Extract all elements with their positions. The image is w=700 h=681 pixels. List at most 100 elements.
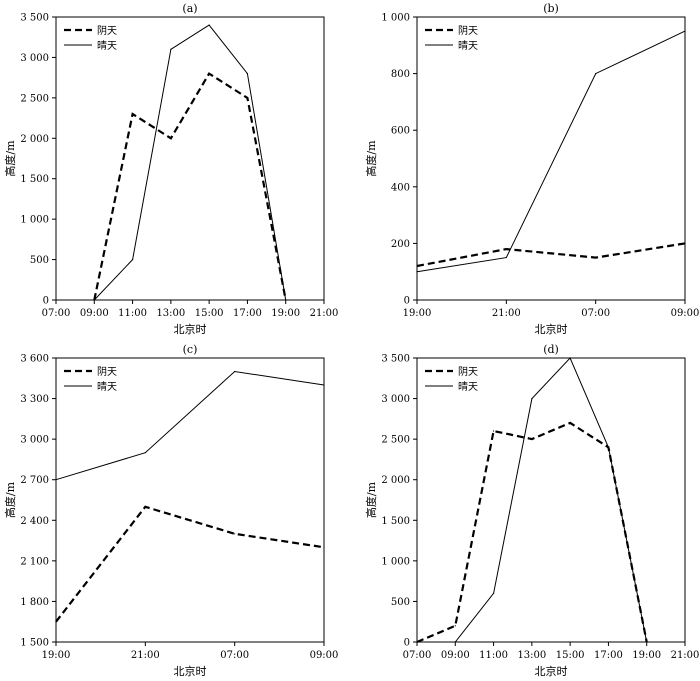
y-tick-label: 3 500 xyxy=(381,354,410,365)
data-point xyxy=(492,430,495,432)
y-tick-label: 1 000 xyxy=(20,215,49,226)
data-point xyxy=(234,370,236,373)
y-tick-label: 500 xyxy=(391,597,410,608)
y-tick-label: 2 400 xyxy=(20,516,49,527)
x-tick-label: 17:00 xyxy=(233,308,262,319)
y-tick-label: 0 xyxy=(404,296,410,307)
data-point xyxy=(246,97,249,99)
data-point xyxy=(323,546,325,548)
data-point xyxy=(131,258,134,261)
y-tick-label: 2 000 xyxy=(381,475,410,486)
y-tick-label: 2 000 xyxy=(20,134,49,145)
y-tick-label: 1 800 xyxy=(20,597,49,608)
data-point xyxy=(246,73,249,75)
y-tick-label: 1 500 xyxy=(20,638,49,649)
x-tick-label: 19:00 xyxy=(632,650,661,661)
y-tick-label: 3 600 xyxy=(20,354,49,365)
panel-title: (d) xyxy=(543,343,559,356)
series-overcast-line xyxy=(93,72,287,301)
x-tick-label: 09:00 xyxy=(310,650,339,661)
y-tick-label: 2 500 xyxy=(381,435,410,446)
x-tick-label: 21:00 xyxy=(671,650,700,661)
data-point xyxy=(208,24,210,26)
data-point xyxy=(131,113,134,115)
y-axis-label: 高度/m xyxy=(364,481,378,518)
panel-title: (a) xyxy=(182,2,197,15)
plot-frame xyxy=(416,357,686,643)
data-point xyxy=(595,256,597,259)
y-tick-label: 200 xyxy=(391,239,410,250)
y-tick-label: 500 xyxy=(30,255,49,266)
data-point xyxy=(170,48,172,50)
y-tick-label: 1 000 xyxy=(381,13,410,24)
data-point xyxy=(170,137,172,139)
data-point xyxy=(323,384,325,386)
series-overcast-line xyxy=(55,505,325,623)
x-tick-label: 09:00 xyxy=(80,308,109,319)
x-axis-label: 北京时 xyxy=(535,664,568,678)
x-tick-label: 13:00 xyxy=(517,650,546,661)
plot-frame xyxy=(55,357,325,643)
panel-title: (b) xyxy=(543,2,559,15)
y-tick-label: 1 500 xyxy=(20,174,49,185)
series-sunny-line xyxy=(454,357,648,643)
x-tick-label: 21:00 xyxy=(492,308,521,319)
x-axis-label: 北京时 xyxy=(174,664,207,678)
data-point xyxy=(492,592,495,594)
data-point xyxy=(569,422,571,424)
data-point xyxy=(285,299,287,301)
data-point xyxy=(531,397,533,400)
y-axis-label: 高度/m xyxy=(3,140,17,177)
series-overcast-line xyxy=(416,242,686,268)
series-sunny-line xyxy=(416,30,686,273)
legend-label: 阴天 xyxy=(458,366,478,378)
panel-2: 19:00 21:00 07:00 09:00 0 200 400 600 800 1 000 (b… xyxy=(364,2,699,336)
x-axis-label: 北京时 xyxy=(174,322,207,336)
y-axis-label: 高度/m xyxy=(364,140,378,177)
x-tick-label: 07:00 xyxy=(581,308,610,319)
plot-frame xyxy=(55,16,325,301)
y-tick-label: 0 xyxy=(43,296,49,307)
data-point xyxy=(505,256,507,259)
legend-label: 阴天 xyxy=(97,25,117,37)
data-point xyxy=(208,73,210,75)
x-tick-label: 09:00 xyxy=(671,308,700,319)
series-sunny-line xyxy=(93,24,287,301)
x-tick-label: 07:00 xyxy=(220,650,249,661)
data-point xyxy=(55,621,57,623)
panel-1: 07:00 09:00 11:00 13:00 15:00 17:00 19:00 21:00… xyxy=(3,2,338,336)
legend-label: 晴天 xyxy=(458,380,478,393)
y-tick-label: 2 100 xyxy=(20,556,49,567)
y-tick-label: 3 000 xyxy=(381,394,410,405)
x-tick-label: 07:00 xyxy=(403,650,432,661)
y-tick-label: 400 xyxy=(391,182,410,193)
panel-title: (c) xyxy=(183,343,198,356)
data-point xyxy=(144,452,146,454)
data-point xyxy=(684,30,686,32)
series-sunny-line xyxy=(55,370,325,481)
y-tick-label: 600 xyxy=(391,126,410,137)
x-tick-label: 15:00 xyxy=(556,650,585,661)
data-point xyxy=(531,438,533,440)
data-point xyxy=(569,357,571,359)
y-tick-label: 1 500 xyxy=(381,516,410,527)
y-tick-label: 3 300 xyxy=(20,394,49,405)
y-tick-label: 0 xyxy=(404,638,410,649)
y-tick-label: 1 000 xyxy=(381,556,410,567)
data-point xyxy=(454,641,456,643)
x-tick-label: 11:00 xyxy=(118,308,147,319)
panel-3: 19:00 21:00 07:00 09:00 1 500 1 800 2 100 2 400… xyxy=(3,343,338,678)
x-tick-label: 15:00 xyxy=(195,308,224,319)
y-tick-label: 800 xyxy=(391,69,410,80)
y-axis-label: 高度/m xyxy=(3,481,17,518)
series-overcast-line xyxy=(416,421,648,644)
x-axis-label: 北京时 xyxy=(535,322,568,336)
x-tick-label: 11:00 xyxy=(479,650,508,661)
data-point xyxy=(684,242,686,244)
data-point xyxy=(607,446,610,448)
legend-label: 阴天 xyxy=(97,366,117,378)
legend-label: 阴天 xyxy=(458,25,478,37)
data-point xyxy=(595,73,597,75)
data-point xyxy=(505,248,507,250)
